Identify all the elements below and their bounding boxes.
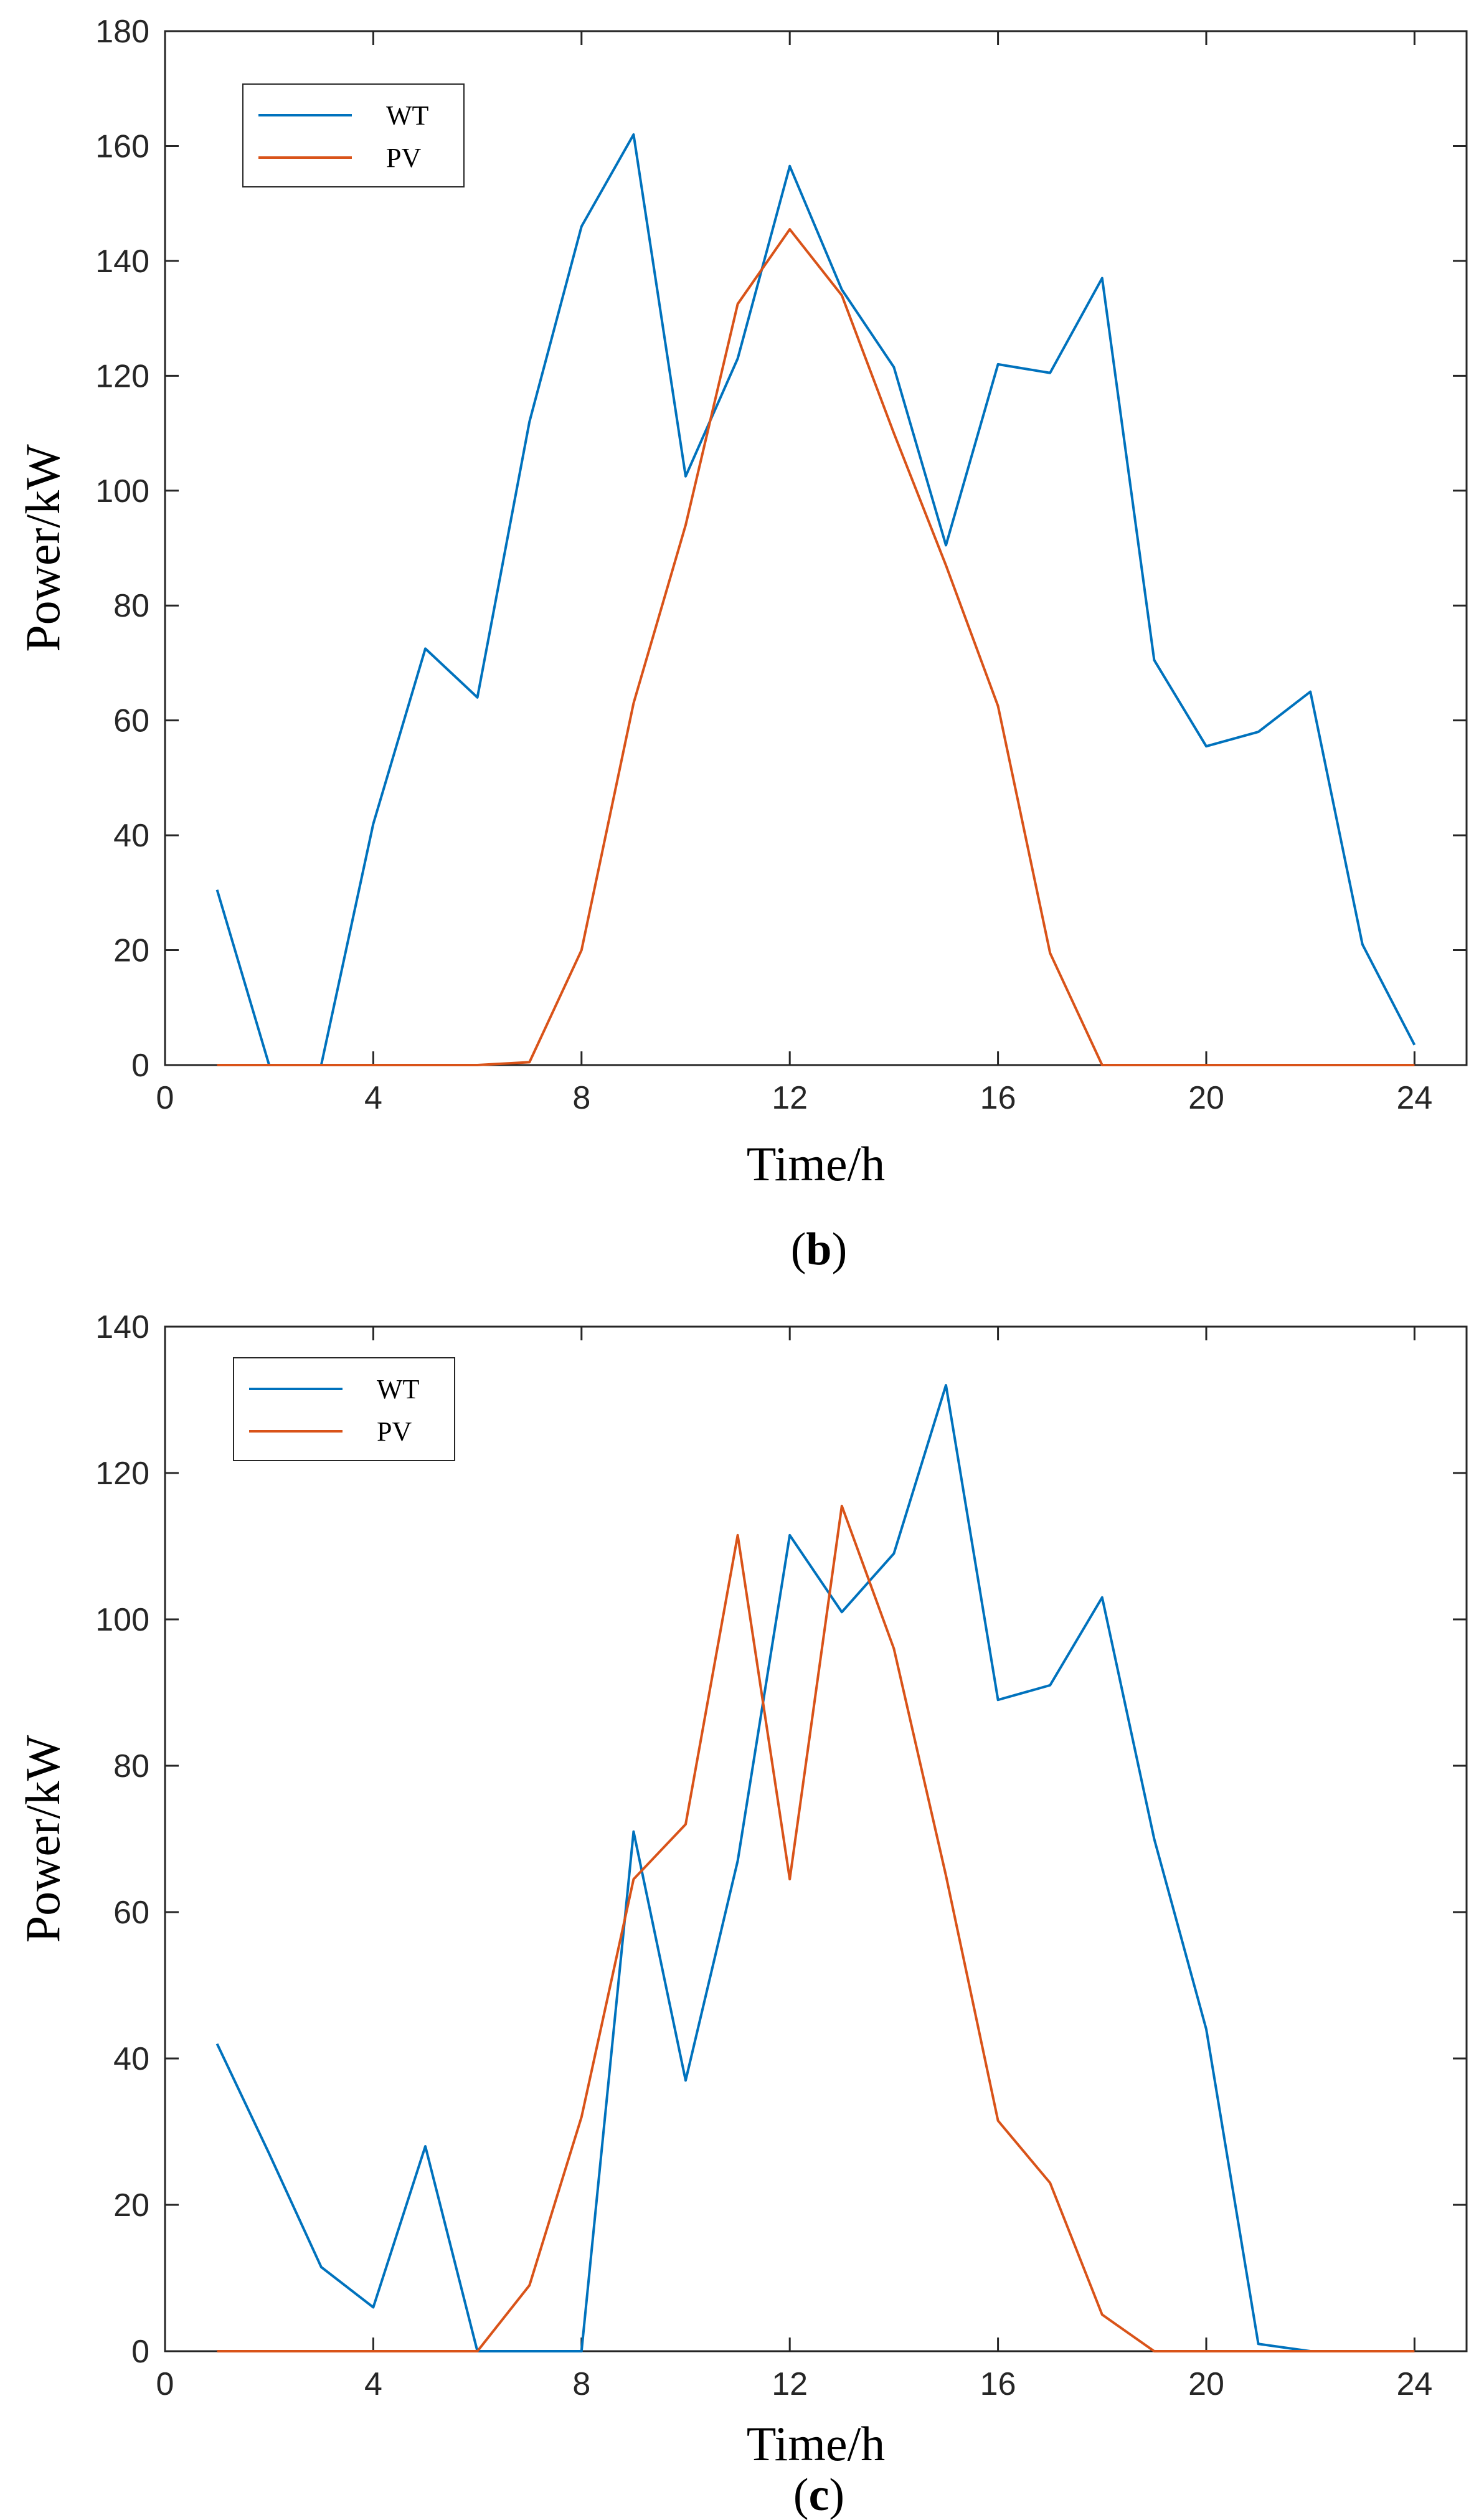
y-tick-label: 80 [113,588,149,624]
figure-caption: (b) [791,1224,847,1275]
legend-label-pv: PV [377,1416,412,1447]
chart-c: 0 4 8 12 16 20 24 0 20 40 60 80 100 120 140 Time/h Power… [16,1309,1468,2520]
x-tick-label: 20 [1188,2366,1224,2402]
legend-label-wt: WT [386,100,429,131]
x-tick-label: 16 [980,1080,1016,1116]
y-tick-label: 20 [113,2187,149,2224]
legend-label-pv: PV [386,143,421,173]
chart-b: 0 4 8 12 16 20 24 0 20 40 60 80 100 120 140 160 180 Time/… [16,14,1468,1275]
x-tick-label: 4 [364,1080,382,1116]
x-axis-title: Time/h [747,2417,886,2471]
y-tick-label: 120 [95,358,149,394]
legend-box [242,83,465,187]
legend: WT PV [233,1357,455,1461]
y-tick-label: 0 [131,1048,149,1084]
y-tick-label: 160 [95,128,149,164]
plot-frame [164,30,1468,1066]
y-tick-label: 140 [95,244,149,280]
y-tick-label: 100 [95,1602,149,1638]
y-tick-label: 60 [113,703,149,739]
y-tick-label: 80 [113,1748,149,1784]
legend-box [233,1357,455,1461]
y-tick-label: 180 [95,14,149,50]
x-axis-title: Time/h [747,1137,886,1191]
x-tick-label: 16 [980,2366,1016,2402]
y-tick-label: 100 [95,473,149,509]
x-tick-label: 12 [772,1080,808,1116]
series-line-pv [217,228,1415,1066]
x-tick-label: 24 [1396,2366,1432,2402]
y-tick-label: 60 [113,1895,149,1931]
y-tick-label: 120 [95,1456,149,1492]
x-tick-label: 12 [772,2366,808,2402]
y-tick-label: 20 [113,933,149,969]
x-tick-label: 8 [572,1080,590,1116]
x-tick-label: 24 [1396,1080,1432,1116]
y-tick-label: 40 [113,818,149,854]
x-tick-label: 8 [572,2366,590,2402]
y-tick-label: 40 [113,2041,149,2077]
series-line-pv [217,1504,1415,2352]
x-tick-label: 20 [1188,1080,1224,1116]
y-axis-title: Power/kW [16,444,70,652]
x-tick-label: 4 [364,2366,382,2402]
series-line-wt [215,1384,1415,2352]
y-axis-title: Power/kW [16,1735,70,1943]
legend: WT PV [242,83,465,187]
plot-frame [164,1325,1468,2352]
figure-caption: (c) [793,2470,844,2520]
y-tick-label: 140 [95,1309,149,1345]
series-line-wt [215,133,1416,1066]
legend-label-wt: WT [377,1374,420,1404]
x-tick-label: 0 [156,1080,174,1116]
y-tick-label: 0 [131,2334,149,2370]
x-tick-label: 0 [156,2366,174,2402]
